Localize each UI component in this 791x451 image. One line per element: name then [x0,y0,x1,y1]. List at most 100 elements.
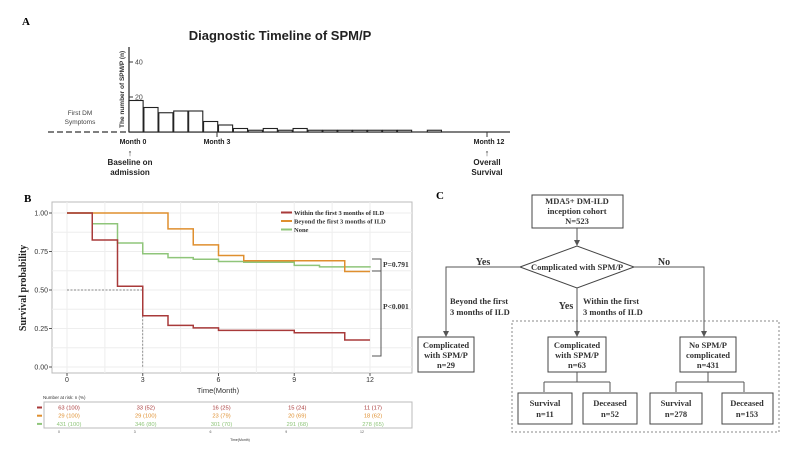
risk-cell: 29 (100) [135,414,157,420]
plot-area [51,201,413,374]
risk-cell: 29 (100) [58,414,80,420]
risk-cell: 23 (79) [212,414,230,420]
histogram-bar [426,129,443,133]
beyond-box-line1: Complicated [423,340,470,350]
histogram-bar [217,124,234,133]
y-tick-label: 40 [135,60,143,67]
risk-cell: 431 (100) [57,422,82,428]
pvalue-beyond-vs-none: P=0.791 [383,260,409,269]
histogram-bar [292,127,308,133]
survival-curve-3 [67,212,371,268]
survival-chart: 0 3 6 9 12 0.00 0.25 0.50 0.75 1.00 Survival prob… [18,201,413,442]
within-box-line1: Complicated [554,340,601,350]
risk-cell: 16 (25) [212,406,230,412]
histogram-bar [262,127,278,133]
within-line1: Within the first [583,296,639,306]
beyond-line2: 3 months of ILD [450,307,510,317]
within-cohort-dashed-box [511,320,780,433]
risk-cell: 18 (62) [364,414,382,420]
baseline-label: Baseline on [108,158,153,167]
none-deceased-box [721,392,774,425]
risk-table-xlabel: Time(Month) [230,438,250,442]
cohort-line2: inception cohort [547,206,606,216]
cohort-line1: MDA5+ DM-ILD [545,196,609,206]
none-survival-box [649,392,703,425]
beyond-box-count: n=29 [437,360,455,370]
overall-label: Overall [473,158,500,167]
arrow-up-icon: ↑ [128,148,133,158]
risk-cell: 346 (80) [135,422,157,428]
beyond-box [417,336,475,373]
risk-cell: 63 (100) [58,406,80,412]
outcome-label: Deceased [730,398,764,408]
histogram-bar [352,129,368,133]
risk-cell: 20 (69) [288,414,306,420]
outcome-label: Survival [661,398,692,408]
survival-curve-1 [67,212,370,341]
outcome-count: n=52 [601,409,619,419]
month12-label: Month 12 [474,139,505,146]
x-tick-label: 9 [292,377,296,384]
within-survival-box [517,392,573,425]
panel-label-b: B [24,193,32,205]
month3-label: Month 3 [204,139,231,146]
within-box [547,336,607,373]
decision-label: Complicated with SPM/P [531,262,623,272]
pvalue-within-vs-none: P<0.001 [383,302,409,311]
within-line2: 3 months of ILD [583,307,643,317]
within-split-connector [543,372,611,392]
none-split-connector [675,372,745,392]
y-tick-label: 1.00 [34,211,48,218]
histogram-bar [143,106,159,133]
yes-mid-label: Yes [559,301,574,312]
within-box-line2: with SPM/P [555,350,599,360]
symptoms-label: Symptoms [65,119,96,126]
outcome-count: n=153 [736,409,758,419]
histogram-bar [396,129,413,133]
histogram-bar [188,110,204,133]
x-axis-label: Time(Month) [197,386,240,395]
histogram-bar [322,129,338,133]
y-axis-label: The number of SPM/P (n) [119,51,126,128]
histogram-bar [367,129,383,133]
timeline-title: Diagnostic Timeline of SPM/P [189,28,372,43]
outcome-label: Survival [530,398,561,408]
median-survival-line [67,289,144,367]
x-tick-label: 0 [65,377,69,384]
risk-xtick-label: 6 [210,430,212,434]
histogram-bar [158,112,174,133]
beyond-box-line2: with SPM/P [424,350,468,360]
cohort-box [531,194,624,229]
histogram-bar [382,129,398,133]
admission-label: admission [110,168,150,177]
x-tick-label: 12 [366,377,374,384]
y-tick-label: 20 [135,95,143,102]
x-tick-label: 6 [217,377,221,384]
no-right-label: No [658,257,670,268]
legend-label: Within the first 3 months of ILD [294,210,384,217]
histogram-bar [247,129,263,133]
histogram-bar [203,120,219,133]
y-tick-label: 0.00 [34,365,48,372]
risk-cell: 15 (24) [288,406,306,412]
month0-label: Month 0 [120,139,147,146]
outcome-count: n=278 [665,409,687,419]
risk-cell: 301 (70) [211,422,233,428]
panel-label-a: A [22,16,30,28]
outcome-label: Deceased [593,398,627,408]
cohort-count: N=523 [565,216,589,226]
risk-xtick-label: 12 [360,430,364,434]
risk-xtick-label: 0 [58,430,60,434]
y-tick-label: 0.50 [34,288,48,295]
none-box-line2: complicated [686,350,730,360]
risk-table-title: Number at risk: n (%) [43,395,86,400]
first-dm-label: First DM [68,110,93,117]
histogram-bar [128,99,144,133]
legend-label: Beyond the first 3 months of ILD [294,219,386,226]
x-tick-label: 3 [141,377,145,384]
flowchart: MDA5+ DM-ILD inception cohort N=523 Comp… [417,194,780,433]
survival-label: Survival [471,168,502,177]
risk-table [43,401,413,429]
y-tick-label: 0.25 [34,326,48,333]
